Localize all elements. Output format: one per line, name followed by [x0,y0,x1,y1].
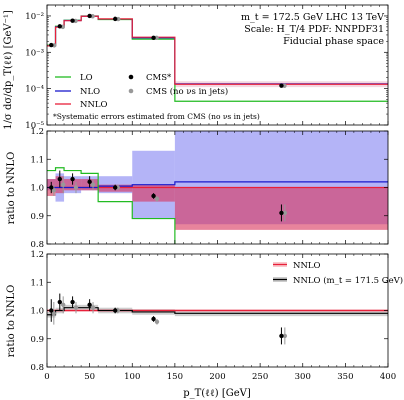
mid-y-tick-label: 1.2 [30,127,44,137]
bot-cms-nonu-point [282,333,288,339]
bot-plot-area [47,293,388,345]
footnote: *Systematic errors estimated from CMS (n… [53,112,260,121]
mid-cms-point [279,210,284,216]
bot-cms-point [279,333,284,339]
top-y-tick-label: 10⁻² [25,12,44,22]
info-line-3: Fiducial phase space [283,36,384,47]
x-tick-label: 0 [44,372,49,382]
mid-y-tick-label: 0.8 [30,240,44,250]
mid-cms-point [87,179,92,185]
panel-bottom-ratio: 0.8 0.9 1.0 1.1 1.2 0 50 100 150 200 250 300 350 400 [30,250,396,382]
mid-cms-nonu-point [51,188,57,193]
middle-y-axis-label: ratio to NNLO [6,152,17,225]
legend-nnlo-label: NNLO [80,100,108,110]
mid-cms-point [70,176,75,182]
bot-cms-point [151,316,156,322]
top-cms-point [87,13,92,19]
bot-cms-point [49,308,54,313]
top-cms-point [279,83,284,88]
mid-cms-point [49,185,54,190]
legend-bot-nnlo-label: NNLO [293,261,321,271]
top-y-tick-label: 10⁻⁵ [25,121,44,131]
bot-cms-point [57,299,62,305]
mid-cms-nonu-point [154,196,160,201]
mid-lo-line [47,167,176,244]
x-tick-label: 50 [84,372,95,382]
legend-cms-marker [128,74,134,80]
x-tick-label: 250 [252,372,268,382]
bot-cms-nonu-point [154,319,160,324]
mid-cms-nonu-point [282,210,288,216]
bot-cms-nonu-point [60,302,66,308]
x-tick-label: 100 [124,372,140,382]
x-tick-label: 200 [209,372,225,382]
top-y-tick-label: 10⁻³ [25,48,44,58]
bot-cms-nonu-point [73,305,79,310]
legend-bot-alt-label: NNLO (m_t = 171.5 GeV) [293,275,403,286]
legend-cms-label: CMS* [146,73,172,83]
bot-cms-point [113,308,118,313]
bot-cms-point [87,302,92,308]
bot-cms-point [70,299,75,305]
legend-nlo-label: NLO [80,87,100,97]
mid-cms-nonu-point [90,182,96,187]
top-y-tick-label: 10⁻⁴ [25,85,44,95]
bot-y-tick-label: 1.1 [30,278,44,288]
mid-y-tick-label: 0.9 [30,212,44,222]
bot-cms-nonu-point [51,311,57,316]
x-tick-label: 150 [167,372,183,382]
top-cms-point [57,24,62,29]
legend-cms-nonu-marker [128,88,134,94]
info-line-2: Scale: H_T/4 PDF: NNPDF31 [244,24,384,35]
mid-y-tick-label: 1.1 [30,155,44,165]
mid-plot-area [47,131,388,244]
top-legend: LO NLO NNLO CMS* CMS (no νs in jets) [55,73,228,110]
legend-cms-nonu-label: CMS (no νs in jets) [146,86,228,97]
top-y-axis-label: 1/σ dσ/dp_T(ℓℓ) [GeV⁻¹] [3,10,14,130]
top-cms-point [151,35,156,41]
mid-cms-nonu-point [60,182,66,187]
bottom-legend: NNLO NNLO (m_t = 171.5 GeV) [273,261,403,286]
mid-cms-point [57,176,62,182]
mid-cms-point [113,185,118,190]
x-axis-label: p_T(ℓℓ) [GeV] [183,388,251,399]
legend-lo-label: LO [80,73,93,83]
x-tick-label: 350 [337,372,353,382]
bot-y-tick-label: 0.8 [30,363,44,373]
x-tick-label: 400 [380,372,396,382]
bot-y-tick-label: 0.9 [30,335,44,345]
top-cms-point [113,16,118,22]
mid-y-tick-label: 1.0 [30,184,44,194]
mid-cms-point [151,193,156,199]
bot-y-tick-label: 1.2 [30,250,44,260]
top-cms-point [49,42,54,48]
bot-y-tick-label: 1.0 [30,307,44,317]
bot-nnlo-alt-line [47,307,388,316]
info-line-1: m_t = 172.5 GeV LHC 13 TeV [241,12,384,23]
panel-middle-ratio: 0.8 0.9 1.0 1.1 1.2 [30,127,389,250]
panel-top-spectrum: 10⁻⁵ 10⁻⁴ 10⁻³ 10⁻² [25,4,389,131]
bottom-y-axis-label: ratio to NNLO [6,285,17,358]
bot-cms-nonu-point [90,305,96,310]
mid-cms-nonu-point [73,185,79,190]
top-plot-area [47,13,388,102]
top-cms-point [70,18,75,23]
x-tick-label: 300 [295,372,311,382]
